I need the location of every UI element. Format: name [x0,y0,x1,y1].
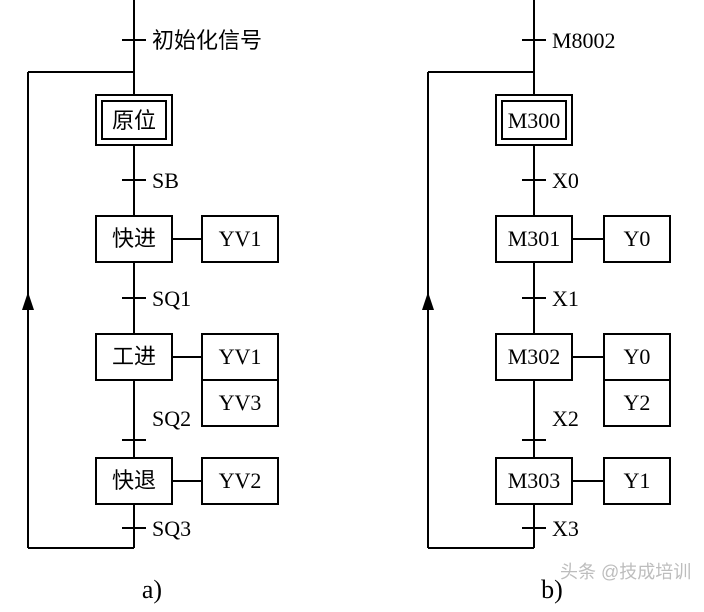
output-label: YV3 [219,390,262,415]
return-arrow-icon [422,292,434,310]
diagram-a: 初始化信号 原位 SB 快进 YV1 SQ1 工进 YV1 YV3 SQ2 [22,0,278,548]
transition-label: X0 [552,168,579,193]
transition-label: M8002 [552,28,616,53]
diagram-a-caption: a) [142,575,162,604]
transition-label: X2 [552,406,579,431]
output-label: YV1 [219,344,262,369]
output-label: Y0 [624,344,651,369]
step-label: M302 [508,344,561,369]
step-label: 快进 [112,226,156,251]
output-label: YV1 [219,226,262,251]
watermark-text: 头条 @技成培训 [560,562,691,582]
initial-step-label: M300 [508,108,561,133]
output-label: Y0 [624,226,651,251]
output-label: YV2 [219,468,262,493]
transition-label: SQ1 [152,286,191,311]
transition-label: SQ2 [152,406,191,431]
step-label: 工进 [112,344,156,369]
step-label: M301 [508,226,561,251]
initial-step-label: 原位 [112,108,156,133]
transition-label: 初始化信号 [152,28,262,53]
output-label: Y1 [624,468,651,493]
transition-label: SB [152,168,179,193]
step-label: 快退 [112,468,156,493]
output-label: Y2 [624,390,651,415]
diagram-b: M8002 M300 X0 M301 Y0 X1 M302 Y0 Y2 X2 M… [422,0,670,548]
return-arrow-icon [22,292,34,310]
step-label: M303 [508,468,561,493]
transition-label: X1 [552,286,579,311]
transition-label: SQ3 [152,516,191,541]
transition-label: X3 [552,516,579,541]
sfc-diagram: 初始化信号 原位 SB 快进 YV1 SQ1 工进 YV1 YV3 SQ2 [0,0,704,612]
